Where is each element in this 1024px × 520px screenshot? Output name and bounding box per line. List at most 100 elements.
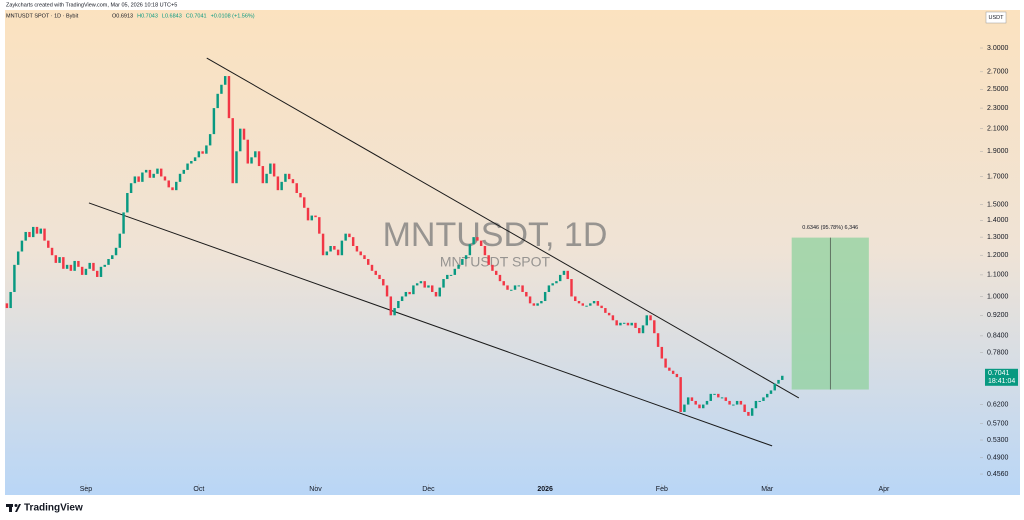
- measure-label: 0.6346 (95.78%) 6,346: [802, 225, 858, 231]
- candle: [111, 255, 114, 260]
- candle: [743, 404, 746, 412]
- candle: [724, 397, 728, 401]
- y-tick-label: 2.1000: [987, 126, 1009, 133]
- candle: [276, 176, 280, 191]
- candle: [570, 279, 573, 297]
- candle: [107, 259, 110, 265]
- candle: [272, 163, 276, 177]
- candle: [62, 257, 65, 269]
- candle: [186, 163, 189, 170]
- candle: [596, 301, 600, 306]
- candle: [664, 358, 667, 368]
- y-tick-label: 2.3000: [987, 105, 1009, 112]
- candle: [382, 279, 385, 286]
- candle: [50, 247, 54, 256]
- candle: [754, 400, 758, 409]
- x-tick-label: Feb: [656, 486, 668, 493]
- candle: [190, 161, 193, 164]
- ohlc-value: L0.6843: [162, 13, 182, 19]
- price-tag-countdown: 18:41:04: [988, 378, 1015, 385]
- candle: [223, 76, 227, 85]
- candle: [604, 308, 607, 313]
- candle: [175, 181, 178, 191]
- brand: TradingView: [24, 503, 83, 514]
- candle: [208, 134, 212, 146]
- x-tick-label: Apr: [878, 486, 890, 493]
- candle: [159, 168, 163, 177]
- candle: [494, 270, 498, 275]
- candle: [318, 217, 321, 234]
- candle: [348, 233, 351, 238]
- candle: [705, 400, 709, 405]
- candle: [698, 404, 701, 409]
- candle: [645, 315, 648, 326]
- candle: [129, 183, 133, 194]
- candle: [287, 173, 291, 180]
- candle: [178, 173, 182, 182]
- candle: [461, 259, 464, 265]
- candle: [163, 176, 167, 181]
- candle: [622, 322, 626, 324]
- candle: [351, 237, 355, 246]
- candle: [427, 285, 430, 288]
- candle: [747, 411, 750, 416]
- candle: [265, 173, 268, 184]
- candle: [77, 260, 80, 267]
- candle: [336, 249, 340, 256]
- candle: [656, 333, 660, 347]
- candle: [114, 247, 118, 256]
- candle: [532, 303, 536, 306]
- candle: [133, 176, 137, 184]
- candle: [404, 291, 408, 297]
- candle: [589, 303, 592, 306]
- y-tick-label: 0.5700: [987, 420, 1009, 427]
- candle: [690, 397, 694, 401]
- brand-logo: [6, 504, 21, 512]
- candle: [325, 251, 329, 256]
- candle: [314, 215, 317, 218]
- watermark: MNTUSDT, 1D: [383, 216, 608, 254]
- candle: [453, 268, 457, 275]
- candle: [423, 281, 426, 288]
- candle: [679, 377, 682, 412]
- candle: [400, 296, 404, 302]
- candle: [393, 308, 396, 316]
- candle: [577, 301, 581, 304]
- candle: [758, 400, 761, 402]
- price-tag: [985, 368, 1018, 386]
- candle: [167, 180, 170, 188]
- candle: [39, 228, 42, 234]
- candle: [769, 390, 773, 394]
- candle: [415, 283, 419, 286]
- candle: [709, 393, 712, 401]
- candle: [242, 128, 246, 140]
- candle: [126, 193, 129, 213]
- candle: [702, 404, 705, 409]
- candle: [536, 303, 539, 306]
- ohlc-value: C0.7041: [186, 13, 207, 19]
- candle: [220, 84, 223, 94]
- y-tick-label: 1.0000: [987, 293, 1009, 300]
- currency: USDT: [989, 15, 1005, 21]
- trend-line: [88, 202, 773, 447]
- candle: [438, 287, 441, 297]
- candle: [227, 76, 231, 119]
- candle: [197, 151, 201, 158]
- candle: [762, 397, 765, 401]
- y-tick-label: 3.0000: [987, 45, 1009, 52]
- candle: [660, 346, 664, 359]
- candle: [378, 274, 381, 280]
- candle: [374, 270, 377, 275]
- candle: [566, 270, 569, 280]
- candle: [773, 383, 776, 391]
- ohlc-legend: O0.6913 H0.7043 L0.6843 C0.7041 +0.0108 (+1.…: [112, 13, 255, 19]
- candle: [498, 274, 502, 282]
- y-tick-label: 1.7000: [987, 173, 1009, 180]
- y-tick-label: 0.8400: [987, 333, 1009, 340]
- candle: [430, 285, 434, 292]
- candle: [28, 231, 31, 238]
- candle: [510, 289, 513, 291]
- candle: [5, 303, 9, 309]
- candle: [735, 400, 739, 405]
